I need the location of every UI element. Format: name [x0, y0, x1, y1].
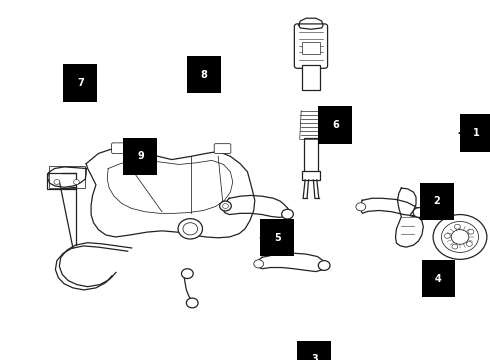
FancyBboxPatch shape: [302, 171, 320, 180]
Circle shape: [466, 242, 472, 247]
FancyBboxPatch shape: [214, 144, 231, 153]
Circle shape: [183, 223, 197, 235]
Circle shape: [444, 233, 450, 238]
Circle shape: [454, 224, 460, 229]
FancyBboxPatch shape: [294, 24, 328, 68]
Polygon shape: [360, 198, 420, 216]
Circle shape: [54, 180, 60, 184]
Circle shape: [433, 215, 487, 259]
Polygon shape: [256, 253, 326, 271]
Text: 6: 6: [332, 120, 339, 130]
FancyBboxPatch shape: [302, 42, 320, 54]
Circle shape: [178, 219, 202, 239]
Circle shape: [413, 208, 425, 217]
Text: 9: 9: [137, 151, 144, 161]
Text: 4: 4: [435, 274, 442, 284]
Circle shape: [220, 201, 231, 211]
Circle shape: [254, 260, 264, 268]
Text: 2: 2: [434, 196, 441, 206]
Circle shape: [356, 203, 366, 211]
Circle shape: [451, 230, 469, 244]
FancyBboxPatch shape: [47, 174, 76, 189]
Circle shape: [186, 298, 198, 308]
Polygon shape: [223, 195, 289, 217]
Circle shape: [74, 180, 79, 184]
Polygon shape: [86, 148, 255, 238]
Text: 1: 1: [473, 128, 480, 138]
Circle shape: [452, 244, 458, 249]
Circle shape: [282, 209, 294, 219]
Circle shape: [441, 221, 479, 252]
Text: 5: 5: [274, 233, 281, 243]
FancyBboxPatch shape: [304, 138, 318, 172]
Text: 7: 7: [77, 78, 84, 88]
Polygon shape: [299, 18, 323, 29]
Circle shape: [468, 229, 474, 234]
FancyBboxPatch shape: [112, 143, 129, 153]
Circle shape: [222, 203, 228, 208]
Text: 3: 3: [311, 354, 318, 360]
Polygon shape: [395, 188, 423, 247]
Circle shape: [318, 261, 330, 270]
Text: 8: 8: [200, 70, 207, 80]
Circle shape: [181, 269, 193, 279]
Polygon shape: [48, 167, 86, 187]
FancyBboxPatch shape: [302, 65, 320, 90]
